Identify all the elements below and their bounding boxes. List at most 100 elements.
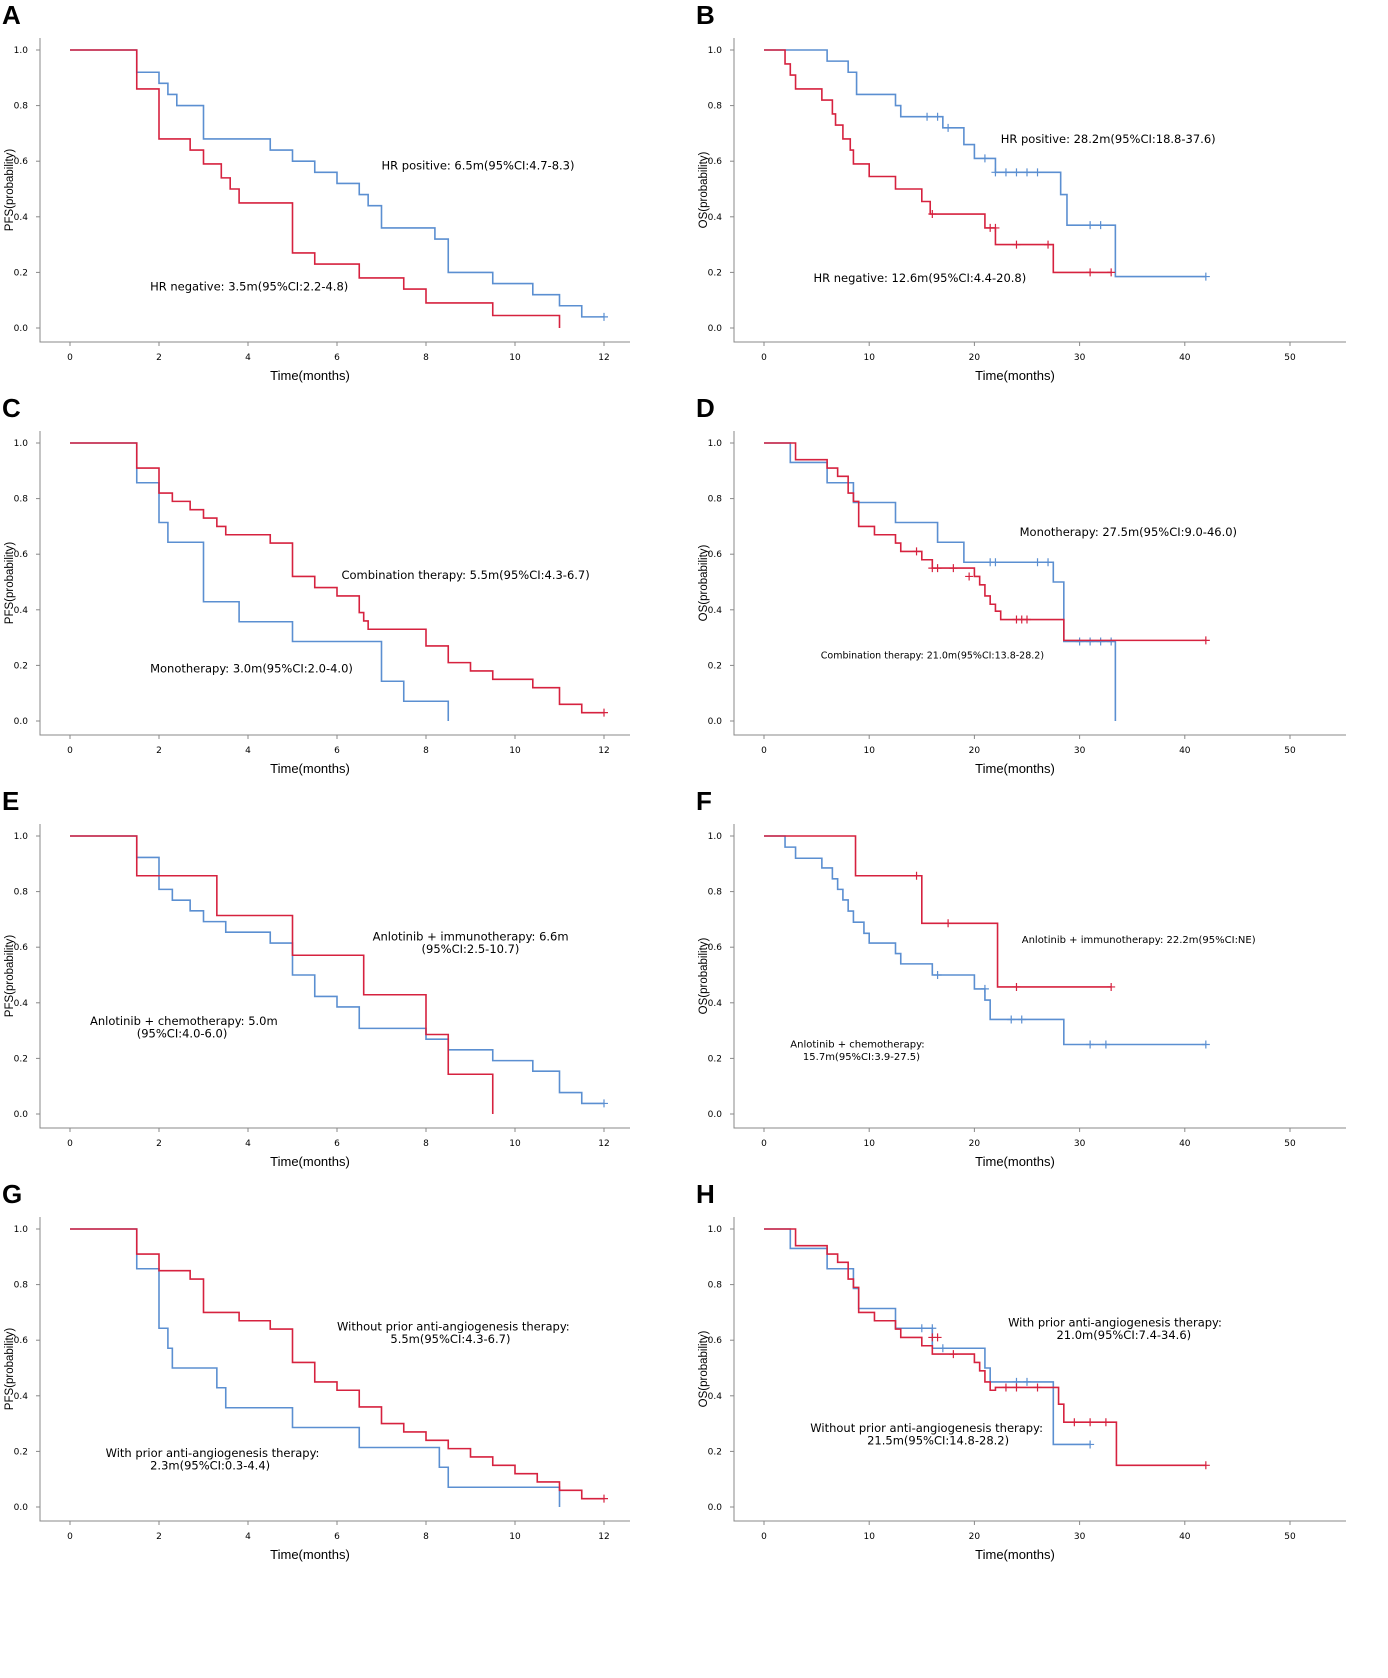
- censor-mark: [1096, 221, 1105, 230]
- censor-mark: [980, 984, 989, 993]
- censor-mark: [991, 558, 1000, 567]
- km-plot-f: 0 10 20 30 40 50 0.0 0.2 0.4 0.6 0.8 1.0 Time(months…: [698, 824, 1346, 1169]
- y-tick-label: 0.4: [708, 606, 723, 616]
- x-tick-label: 30: [1074, 746, 1086, 756]
- censor-mark: [1070, 1418, 1079, 1427]
- km-panel-h: H 0 10 20 30 40 50 0.0 0.2 0.4 0.6 0.8 1.0 Time(month…: [694, 1179, 1388, 1572]
- x-tick-label: 40: [1179, 1139, 1191, 1149]
- y-tick-label: 0.2: [14, 268, 28, 278]
- x-tick-label: 20: [969, 1139, 981, 1149]
- x-tick-label: 2: [156, 353, 162, 363]
- km-curve-red: [764, 442, 1206, 642]
- km-plot-g: 0 2 4 6 8 10 12 0.0 0.2 0.4 0.6 0.8 1.0 Time(months) P…: [4, 1217, 630, 1562]
- censor-mark: [928, 1324, 937, 1333]
- km-plot-d: 0 10 20 30 40 50 0.0 0.2 0.4 0.6 0.8 1.0 Time(months…: [698, 431, 1346, 776]
- curve-annotation: 2.3m(95%CI:0.3-4.4): [150, 1458, 270, 1472]
- panel-letter: H: [696, 1179, 715, 1209]
- censor-mark: [1107, 268, 1116, 277]
- censor-mark: [1044, 558, 1053, 567]
- x-tick-label: 2: [156, 1139, 162, 1149]
- censor-mark: [1033, 1383, 1042, 1392]
- axis-frame: [733, 824, 1346, 1129]
- x-tick-label: 0: [67, 353, 73, 363]
- censor-mark: [991, 168, 1000, 177]
- x-axis-label: Time(months): [975, 761, 1055, 776]
- censor-mark: [1012, 982, 1021, 991]
- censor-mark: [1107, 637, 1116, 646]
- x-tick-label: 40: [1179, 746, 1191, 756]
- curve-annotation: 5.5m(95%CI:4.3-6.7): [390, 1332, 510, 1346]
- km-curve-blue: [70, 1228, 561, 1507]
- x-tick-label: 50: [1284, 353, 1296, 363]
- censor-mark: [1086, 221, 1095, 230]
- y-axis-label: OS(probability): [698, 1330, 710, 1407]
- censor-mark: [600, 708, 608, 717]
- curve-annotation: (95%CI:4.0-6.0): [137, 1027, 228, 1041]
- y-tick-label: 1.0: [708, 439, 723, 449]
- x-tick-label: 8: [423, 1139, 429, 1149]
- km-curve-red: [70, 835, 494, 1114]
- curve-annotation: Combination therapy: 5.5m(95%CI:4.3-6.7): [341, 568, 589, 582]
- censor-mark: [1086, 637, 1095, 646]
- x-tick-label: 2: [156, 746, 162, 756]
- censor-mark: [944, 919, 953, 928]
- censor-mark: [949, 1350, 958, 1359]
- censor-mark: [600, 312, 608, 321]
- censor-mark: [1033, 558, 1042, 567]
- axis-frame: [39, 38, 630, 343]
- x-tick-label: 0: [761, 1139, 767, 1149]
- x-tick-label: 8: [423, 353, 429, 363]
- axis-frame: [733, 431, 1346, 736]
- censor-mark: [933, 564, 942, 573]
- x-tick-label: 12: [598, 746, 609, 756]
- curve-annotation: Monotherapy: 27.5m(95%CI:9.0-46.0): [1020, 525, 1237, 539]
- censor-mark: [1201, 1461, 1210, 1470]
- y-tick-label: 1.0: [708, 46, 723, 56]
- km-plot-a: 0 2 4 6 8 10 12 0.0 0.2 0.4 0.6 0.8 1.0 Time(months) P…: [4, 38, 630, 383]
- y-tick-label: 0.2: [14, 1447, 28, 1457]
- x-tick-label: 20: [969, 746, 981, 756]
- panel-letter: F: [696, 786, 712, 816]
- x-tick-label: 2: [156, 1532, 162, 1542]
- curve-annotation: Anlotinib + chemotherapy: 5.0m: [90, 1014, 278, 1028]
- censor-mark: [1107, 982, 1116, 991]
- y-axis-label: PFS(probability): [4, 149, 16, 232]
- curve-annotation: 21.0m(95%CI:7.4-34.6): [1056, 1328, 1191, 1342]
- censor-mark: [1007, 1015, 1016, 1024]
- y-axis-label: PFS(probability): [4, 1328, 16, 1411]
- y-tick-label: 0.0: [708, 324, 723, 334]
- curve-annotation: Combination therapy: 21.0m(95%CI:13.8-28…: [821, 650, 1044, 661]
- y-axis-label: OS(probability): [698, 151, 710, 228]
- x-tick-label: 30: [1074, 353, 1086, 363]
- censor-mark: [965, 572, 974, 581]
- censor-mark: [1001, 1383, 1010, 1392]
- km-panel-f: F 0 10 20 30 40 50 0.0 0.2 0.4 0.6 0.8 1.0 Time(month…: [694, 786, 1388, 1179]
- x-tick-label: 12: [598, 1139, 609, 1149]
- x-tick-label: 4: [245, 746, 251, 756]
- x-axis-label: Time(months): [975, 1547, 1055, 1562]
- curve-annotation: 15.7m(95%CI:3.9-27.5): [803, 1052, 920, 1063]
- km-panel-a: A 0 2 4 6 8 10 12 0.0 0.2 0.4 0.6 0.8 1.0 Time(months)…: [0, 0, 694, 393]
- y-tick-label: 0.4: [14, 999, 29, 1009]
- curve-annotation: Monotherapy: 3.0m(95%CI:2.0-4.0): [150, 661, 353, 675]
- curve-annotation: HR negative: 12.6m(95%CI:4.4-20.8): [813, 271, 1026, 285]
- x-tick-label: 40: [1179, 1532, 1191, 1542]
- censor-mark: [1012, 1383, 1021, 1392]
- censor-mark: [1023, 168, 1031, 177]
- y-tick-label: 0.4: [14, 213, 29, 223]
- x-tick-label: 10: [863, 746, 875, 756]
- y-tick-label: 0.4: [14, 1392, 29, 1402]
- y-tick-label: 0.4: [708, 1392, 723, 1402]
- x-tick-label: 6: [334, 746, 340, 756]
- y-tick-label: 0.0: [708, 1110, 723, 1120]
- km-plot-e: 0 2 4 6 8 10 12 0.0 0.2 0.4 0.6 0.8 1.0 Time(months) P…: [4, 824, 630, 1169]
- censor-mark: [917, 1324, 926, 1333]
- x-tick-label: 4: [245, 1532, 251, 1542]
- y-tick-label: 0.4: [708, 213, 723, 223]
- y-tick-label: 0.8: [708, 102, 723, 112]
- x-tick-label: 10: [863, 353, 875, 363]
- x-tick-label: 0: [67, 1532, 73, 1542]
- x-tick-label: 20: [969, 1532, 981, 1542]
- y-tick-label: 0.8: [14, 102, 29, 112]
- y-tick-label: 0.0: [708, 717, 723, 727]
